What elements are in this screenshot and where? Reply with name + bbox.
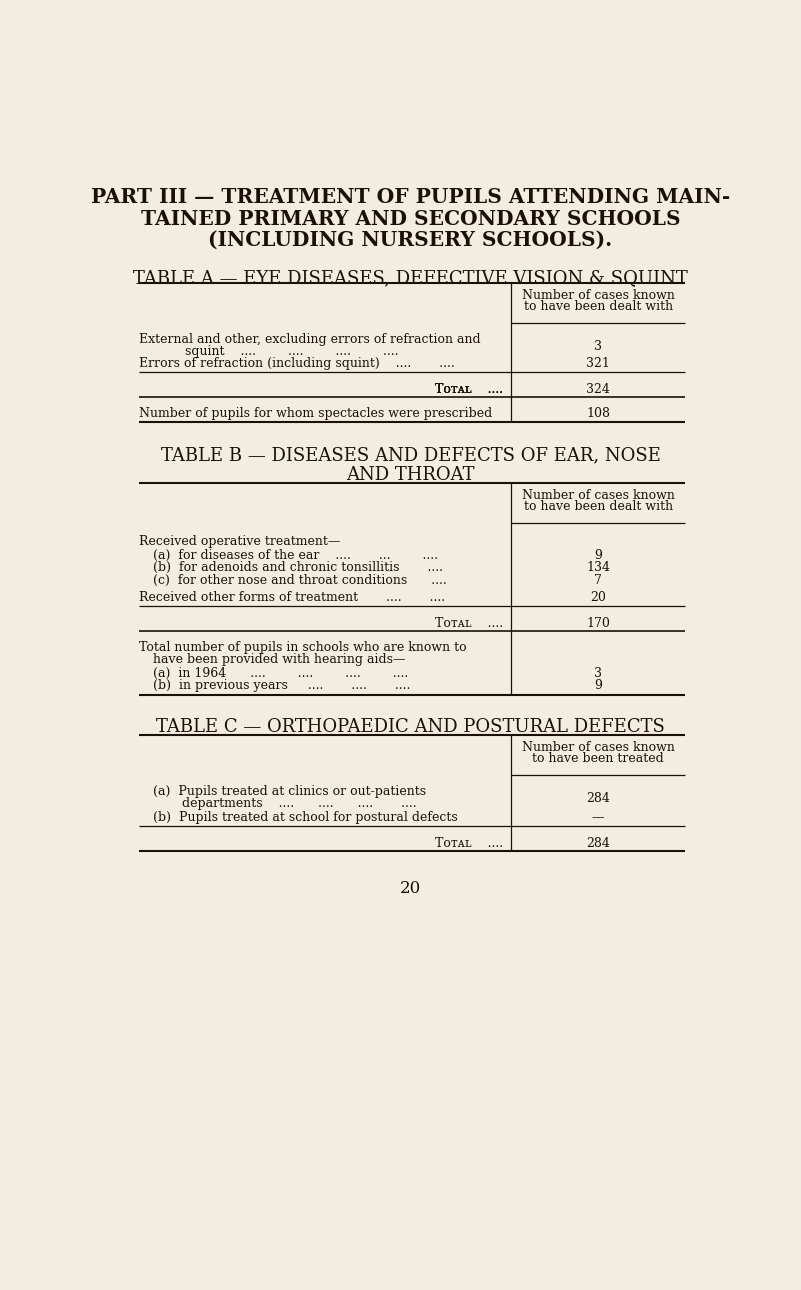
Text: Tᴏᴛᴀʟ    ....: Tᴏᴛᴀʟ .... xyxy=(435,617,503,630)
Text: (INCLUDING NURSERY SCHOOLS).: (INCLUDING NURSERY SCHOOLS). xyxy=(208,230,613,250)
Text: (a)  for diseases of the ear    ....       ...        ....: (a) for diseases of the ear .... ... ...… xyxy=(153,550,438,562)
Text: (b)  for adenoids and chronic tonsillitis       ....: (b) for adenoids and chronic tonsillitis… xyxy=(153,561,443,574)
Text: (c)  for other nose and throat conditions      ....: (c) for other nose and throat conditions… xyxy=(153,574,447,587)
Text: (a)  Pupils treated at clinics or out-patients: (a) Pupils treated at clinics or out-pat… xyxy=(153,786,426,799)
Text: 284: 284 xyxy=(586,837,610,850)
Text: to have been dealt with: to have been dealt with xyxy=(524,299,673,312)
Text: Total number of pupils in schools who are known to: Total number of pupils in schools who ar… xyxy=(139,641,466,654)
Text: Number of cases known: Number of cases known xyxy=(521,740,674,753)
Text: 170: 170 xyxy=(586,617,610,630)
Text: Number of pupils for whom spectacles were prescribed: Number of pupils for whom spectacles wer… xyxy=(139,406,492,419)
Text: —: — xyxy=(592,811,604,824)
Text: 3: 3 xyxy=(594,339,602,352)
Text: TABLE B — DISEASES AND DEFECTS OF EAR, NOSE: TABLE B — DISEASES AND DEFECTS OF EAR, N… xyxy=(160,446,661,464)
Text: AND THROAT: AND THROAT xyxy=(346,466,475,484)
Text: Tᴏᴛᴀʟ    ....: Tᴏᴛᴀʟ .... xyxy=(435,383,503,396)
Text: Errors of refraction (including squint)    ....       ....: Errors of refraction (including squint) … xyxy=(139,356,455,369)
Text: Number of cases known: Number of cases known xyxy=(521,489,674,502)
Text: Received operative treatment—: Received operative treatment— xyxy=(139,535,340,548)
Text: TAINED PRIMARY AND SECONDARY SCHOOLS: TAINED PRIMARY AND SECONDARY SCHOOLS xyxy=(141,209,680,228)
Text: Received other forms of treatment       ....       ....: Received other forms of treatment .... .… xyxy=(139,591,445,604)
Text: departments    ....      ....      ....       ....: departments .... .... .... .... xyxy=(182,797,417,810)
Text: 3: 3 xyxy=(594,667,602,680)
Text: External and other, excluding errors of refraction and: External and other, excluding errors of … xyxy=(139,333,481,347)
Text: Tᴏᴛᴀʟ    ....: Tᴏᴛᴀʟ .... xyxy=(435,383,503,396)
Text: TABLE C — ORTHOPAEDIC AND POSTURAL DEFECTS: TABLE C — ORTHOPAEDIC AND POSTURAL DEFEC… xyxy=(156,717,665,735)
Text: 321: 321 xyxy=(586,356,610,369)
Text: 20: 20 xyxy=(400,880,421,897)
Text: 284: 284 xyxy=(586,792,610,805)
Text: to have been dealt with: to have been dealt with xyxy=(524,499,673,512)
Text: squint    ....        ....        ....        ....: squint .... .... .... .... xyxy=(185,344,399,359)
Text: 20: 20 xyxy=(590,591,606,604)
Text: Tᴏᴛᴀʟ    ....: Tᴏᴛᴀʟ .... xyxy=(435,837,503,850)
Text: 7: 7 xyxy=(594,574,602,587)
Text: (b)  in previous years     ....       ....       ....: (b) in previous years .... .... .... xyxy=(153,679,410,693)
Text: 134: 134 xyxy=(586,561,610,574)
Text: Number of cases known: Number of cases known xyxy=(521,289,674,302)
Text: 324: 324 xyxy=(586,383,610,396)
Text: 9: 9 xyxy=(594,679,602,693)
Text: (a)  in 1964      ....        ....        ....        ....: (a) in 1964 .... .... .... .... xyxy=(153,667,408,680)
Text: 108: 108 xyxy=(586,406,610,419)
Text: (b)  Pupils treated at school for postural defects: (b) Pupils treated at school for postura… xyxy=(153,811,457,824)
Text: PART III — TREATMENT OF PUPILS ATTENDING MAIN-: PART III — TREATMENT OF PUPILS ATTENDING… xyxy=(91,187,731,208)
Text: Tᴏᴛᴀʟ    ....: Tᴏᴛᴀʟ .... xyxy=(435,383,503,396)
Text: have been provided with hearing aids—: have been provided with hearing aids— xyxy=(153,653,405,666)
Text: to have been treated: to have been treated xyxy=(532,752,664,765)
Text: 9: 9 xyxy=(594,550,602,562)
Text: TABLE A — EYE DISEASES, DEFECTIVE VISION & SQUINT: TABLE A — EYE DISEASES, DEFECTIVE VISION… xyxy=(133,268,688,286)
